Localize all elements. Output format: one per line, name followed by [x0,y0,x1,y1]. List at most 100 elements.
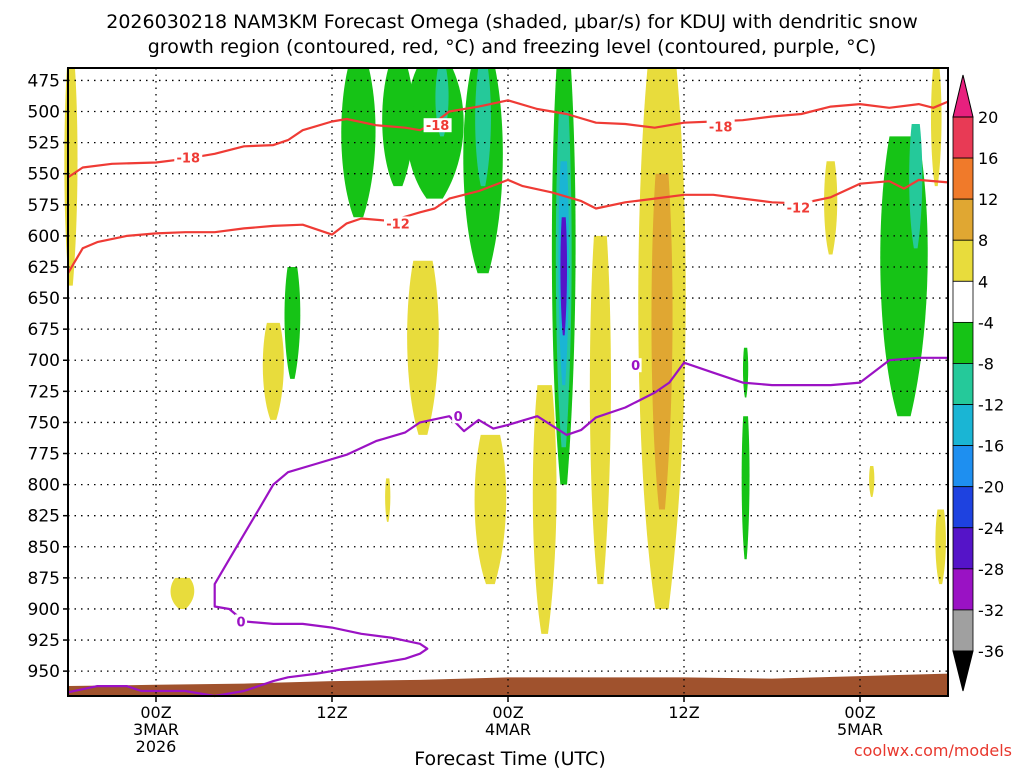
y-tick-label: 600 [28,227,60,247]
y-tick-label: 925 [28,631,60,651]
omega-region [407,260,439,435]
x-tick-label: 3MAR [133,720,179,739]
y-tick-label: 875 [28,569,60,589]
x-tick-label: 2026 [136,737,177,756]
y-tick-label: 800 [28,476,60,496]
colorbar-segment [952,404,974,447]
omega-region [651,173,673,510]
colorbar-label: -20 [978,478,1004,497]
colorbar-bottom-arrow [952,650,974,692]
y-tick-label: 550 [28,165,60,185]
omega-region [935,509,946,585]
colorbar-segment [952,321,974,364]
contour-label: -18 [709,120,733,135]
contour-line [67,356,948,698]
omega-region [284,266,301,379]
contour-label: 0 [631,359,640,374]
omega-region [589,235,611,585]
x-tick-label: 5MAR [837,720,883,739]
contour-label: -12 [386,217,410,232]
contour-label-bg [235,614,248,629]
colorbar-label: -24 [978,519,1004,538]
y-tick-label: 525 [28,134,60,154]
colorbar-label: -32 [978,601,1004,620]
colorbar-segment [952,198,974,241]
omega-region [170,577,195,609]
terrain [68,673,948,696]
contour-line [67,99,949,179]
colorbar-label: -28 [978,560,1004,579]
omega-region [930,68,942,187]
omega-region [262,322,284,420]
x-tick-label: 12Z [668,703,699,722]
y-tick-label: 650 [28,289,60,309]
colorbar-segment [952,280,974,323]
colorbar-label: 16 [978,149,998,168]
y-tick-label: 500 [28,103,60,123]
y-tick-label: 900 [28,600,60,620]
colorbar-label: 12 [978,190,998,209]
omega-region [341,68,376,218]
colorbar-label: -16 [978,437,1004,456]
y-tick-label: 700 [28,351,60,371]
colorbar-label: -4 [978,313,994,332]
contour-label-bg [629,358,642,373]
omega-region [560,217,568,336]
contour-label-bg [452,409,465,424]
colorbar-top-arrow [952,74,974,118]
colorbar-label: -8 [978,354,994,373]
contour-label: 0 [237,615,246,630]
x-tick-label: 12Z [316,703,347,722]
contours: -18 -18 -18 -12 -12 0 0 0 [67,99,949,698]
contour-label-bg [384,216,412,231]
contour-label-bg [174,150,203,165]
omega-shading [64,68,946,634]
y-tick-label: 475 [28,71,60,91]
colorbar-segment [952,116,974,159]
colorbar-label: 8 [978,231,988,250]
omega-region [741,416,750,560]
contour-label: -18 [177,152,201,167]
x-tick-label: 4MAR [485,720,531,739]
chart-title-line1: 2026030218 NAM3KM Forecast Omega (shaded… [106,11,918,33]
x-axis-label: Forecast Time (UTC) [414,748,605,768]
y-tick-label: 575 [28,196,60,216]
terrain-fill [68,673,948,696]
y-tick-label: 725 [28,382,60,402]
colorbar-segment [952,239,974,282]
contour-label-bg [706,119,735,134]
contour-label-bg [784,200,813,215]
colorbar-segment [952,157,974,200]
y-tick-label: 850 [28,538,60,558]
colorbar-segment [952,568,974,611]
y-tick-label: 750 [28,413,60,433]
colorbar-label: 20 [978,108,998,127]
y-tick-label: 675 [28,320,60,340]
contour-label: -18 [426,119,450,134]
colorbar: 20 16 12 8 4 -4 -8 -12 -16 -20 -24 -28 -32 -36 [952,74,1004,692]
y-tick-label: 775 [28,445,60,465]
y-tick-label: 625 [28,258,60,278]
y-tick-label: 950 [28,662,60,682]
y-tick-label: 825 [28,507,60,527]
x-tick-label: 00Z [492,703,523,722]
credit-text: coolwx.com/models [854,741,1012,760]
x-tick-label: 00Z [140,703,171,722]
axes: 475 500 525 550 575 600 625 650 675 700 725 750 775 8… [28,67,949,756]
omega-region [385,478,391,522]
colorbar-segment [952,486,974,529]
grid-lines [68,68,948,696]
colorbar-segment [952,527,974,570]
colorbar-label: -12 [978,396,1004,415]
chart-title-line2: growth region (contoured, red, °C) and f… [148,36,877,58]
contour-label: 0 [454,410,463,425]
omega-region [909,123,923,249]
omega-region [475,68,491,187]
colorbar-segment [952,445,974,488]
colorbar-segment [952,363,974,405]
x-tick-label: 00Z [844,703,875,722]
omega-region [405,68,464,199]
contour-label: -12 [787,201,811,216]
colorbar-label: -36 [978,642,1004,661]
